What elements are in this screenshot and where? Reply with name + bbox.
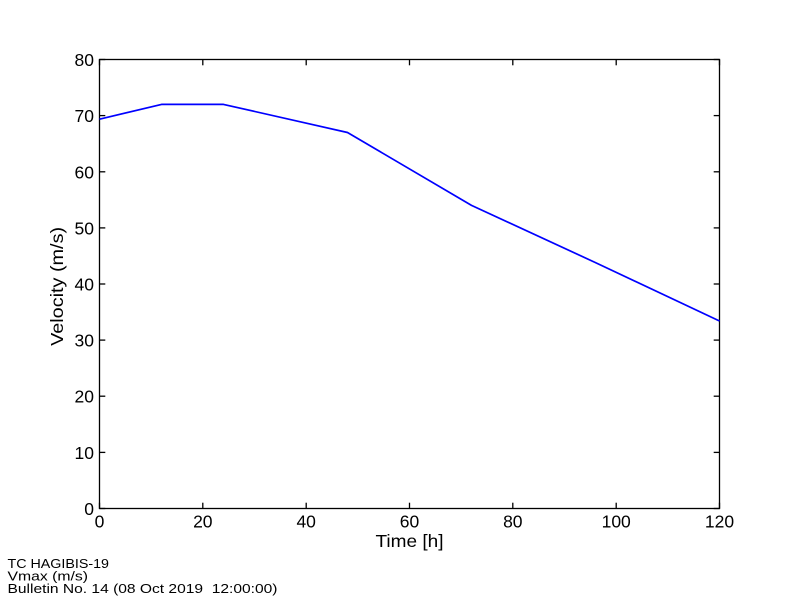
svg-text:Time [h]: Time [h] [376,531,444,551]
svg-text:60: 60 [75,162,95,182]
svg-text:20: 20 [75,387,95,407]
svg-text:40: 40 [296,512,316,532]
svg-text:80: 80 [503,512,523,532]
svg-text:TC HAGIBIS-19: TC HAGIBIS-19 [8,556,110,571]
svg-text:10: 10 [75,443,95,463]
svg-text:50: 50 [75,218,95,238]
svg-text:40: 40 [75,275,95,295]
svg-text:0: 0 [95,512,105,532]
svg-text:100: 100 [602,512,631,532]
svg-text:120: 120 [705,512,734,532]
svg-text:80: 80 [75,50,95,70]
svg-text:30: 30 [75,331,95,351]
svg-text:20: 20 [193,512,213,532]
svg-text:Bulletin No. 14 (08 Oct 2019: Bulletin No. 14 (08 Oct 2019 12:00:00) [8,581,278,596]
svg-text:70: 70 [75,106,95,126]
svg-text:Velocity (m/s): Velocity (m/s) [47,227,67,346]
svg-text:60: 60 [400,512,420,532]
svg-text:Vmax (m/s): Vmax (m/s) [8,569,89,584]
svg-text:0: 0 [84,499,94,519]
